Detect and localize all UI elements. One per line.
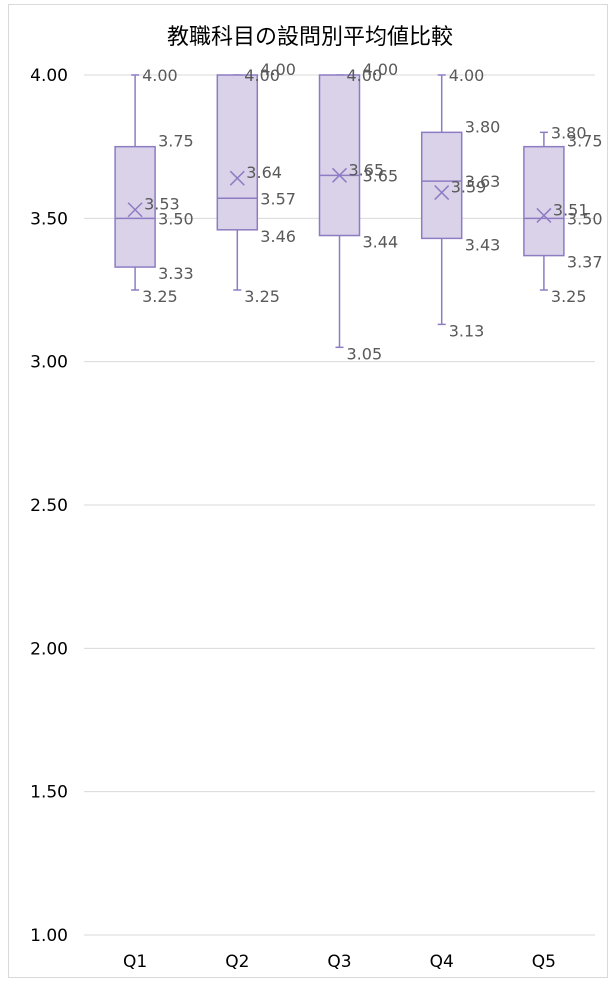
iqr-box <box>420 131 463 240</box>
value-label-max: 4.00 <box>142 66 178 85</box>
value-label-q3: 3.80 <box>465 117 501 136</box>
x-tick-label: Q5 <box>532 952 556 972</box>
value-label-min: 3.25 <box>244 287 280 306</box>
value-label-max: 4.00 <box>244 66 280 85</box>
value-label-q1: 3.37 <box>567 253 603 272</box>
y-tick-label: 4.00 <box>30 66 68 86</box>
value-label-q1: 3.46 <box>260 227 296 246</box>
value-label-q1: 3.33 <box>158 264 194 283</box>
value-label-mean: 3.53 <box>144 195 180 214</box>
x-axis-ticks: Q1 Q2 Q3 Q4 Q5 <box>123 952 556 972</box>
chart-title: 教職科目の設問別平均値比較 <box>167 25 453 50</box>
x-tick-label: Q2 <box>225 952 249 972</box>
value-label-q1: 3.43 <box>465 235 501 254</box>
iqr-box <box>523 145 565 257</box>
box-q4 <box>420 74 463 326</box>
iqr-box <box>318 74 361 237</box>
value-label-min: 3.25 <box>551 287 587 306</box>
value-label-median: 3.63 <box>465 172 501 191</box>
value-label-median: 3.57 <box>260 189 296 208</box>
y-tick-label: 3.00 <box>30 353 68 373</box>
chart-frame <box>8 4 608 978</box>
value-label-min: 3.05 <box>347 344 383 363</box>
box-q1 <box>114 74 156 291</box>
box-q5 <box>523 131 565 291</box>
value-label-mean: 3.65 <box>349 160 385 179</box>
y-tick-label: 3.50 <box>30 209 68 229</box>
mean-marker <box>331 167 348 183</box>
value-label-mean: 3.59 <box>451 178 487 197</box>
x-tick-label: Q3 <box>327 952 351 972</box>
value-label-max: 3.80 <box>551 123 587 142</box>
value-label-min: 3.25 <box>142 287 178 306</box>
y-tick-label: 1.00 <box>30 926 68 946</box>
value-label-mean: 3.51 <box>553 200 589 219</box>
value-label-q3: 4.00 <box>363 60 399 79</box>
value-labels: 4.003.753.533.503.333.254.004.003.643.57… <box>142 60 602 363</box>
value-label-q3: 4.00 <box>260 60 296 79</box>
mean-marker <box>229 170 245 186</box>
y-tick-label: 2.00 <box>30 639 68 659</box>
value-label-median: 3.50 <box>567 209 603 228</box>
value-label-min: 3.13 <box>449 321 485 340</box>
x-tick-label: Q4 <box>430 952 454 972</box>
value-label-q1: 3.44 <box>363 233 399 252</box>
box-series <box>114 74 565 349</box>
mean-marker <box>127 202 143 218</box>
box-q2 <box>216 74 259 291</box>
mean-marker <box>536 207 552 223</box>
value-label-median: 3.65 <box>363 166 399 185</box>
value-label-max: 4.00 <box>449 66 485 85</box>
value-label-q3: 3.75 <box>158 132 194 151</box>
value-label-max: 4.00 <box>347 66 383 85</box>
y-axis-ticks: 1.00 1.50 2.00 2.50 3.00 3.50 4.00 <box>30 66 68 946</box>
iqr-box <box>114 145 156 268</box>
value-label-q3: 3.75 <box>567 132 603 151</box>
gridlines <box>84 74 595 936</box>
y-tick-label: 1.50 <box>30 783 68 803</box>
value-label-median: 3.50 <box>158 209 194 228</box>
box-q3 <box>318 74 361 349</box>
iqr-box <box>216 74 259 231</box>
mean-marker <box>434 185 450 201</box>
x-tick-label: Q1 <box>123 952 147 972</box>
y-tick-label: 2.50 <box>30 496 68 516</box>
value-label-mean: 3.64 <box>246 163 282 182</box>
